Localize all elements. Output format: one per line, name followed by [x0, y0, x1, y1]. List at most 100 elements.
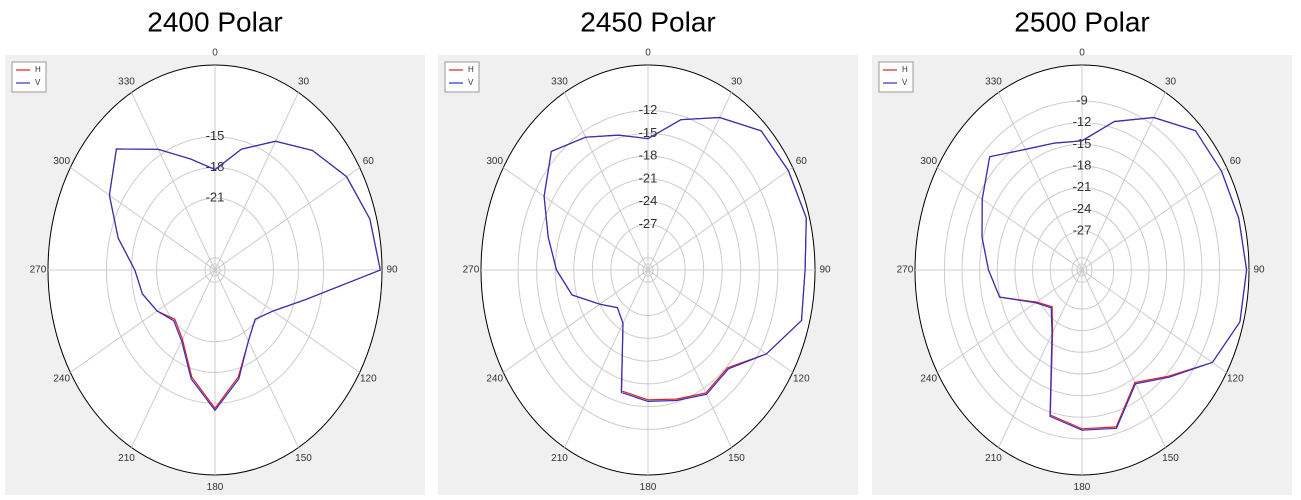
- ring: [961, 122, 1203, 418]
- center-ring: [1071, 257, 1093, 283]
- angle-label: 90: [1253, 265, 1265, 276]
- ring: [517, 110, 779, 430]
- r-tick-label: -21: [639, 170, 658, 185]
- spoke: [1081, 92, 1166, 271]
- ring: [573, 178, 723, 362]
- legend-label: H: [902, 65, 908, 74]
- r-tick-label: -9: [1076, 93, 1088, 108]
- spoke: [1081, 167, 1227, 271]
- spoke: [503, 167, 649, 271]
- spoke: [998, 92, 1083, 271]
- ring: [1049, 230, 1115, 310]
- angle-label: 120: [1227, 373, 1244, 384]
- r-tick-label: -27: [1073, 222, 1092, 237]
- legend-label: H: [468, 65, 474, 74]
- center-ring: [637, 257, 659, 283]
- r-tick-label: -24: [1073, 201, 1092, 216]
- angle-label: 30: [1165, 76, 1177, 87]
- chart-title: 2400 Polar: [147, 6, 282, 37]
- ring: [131, 167, 299, 373]
- ring: [610, 223, 686, 317]
- angle-label: 90: [386, 265, 398, 276]
- spoke: [564, 269, 649, 448]
- spoke: [937, 269, 1083, 373]
- angle-label: 180: [207, 482, 224, 493]
- spoke: [564, 92, 649, 271]
- angle-label: 240: [920, 373, 937, 384]
- spoke: [503, 269, 649, 373]
- ring: [156, 197, 274, 343]
- angle-label: 270: [897, 265, 914, 276]
- spoke: [1081, 269, 1166, 448]
- r-tick-label: -21: [206, 190, 225, 205]
- ring: [1032, 208, 1132, 332]
- angle-label: 150: [1162, 453, 1179, 464]
- series-line: [981, 116, 1248, 431]
- ring: [943, 100, 1221, 440]
- legend-label: V: [468, 78, 474, 87]
- angle-label: 150: [728, 453, 745, 464]
- legend-box: [444, 61, 480, 93]
- angle-label: 60: [796, 156, 808, 167]
- angle-label: 210: [985, 453, 1002, 464]
- r-tick-label: -12: [1073, 114, 1092, 129]
- ring: [979, 143, 1185, 397]
- center-ring: [204, 257, 226, 283]
- angle-label: 60: [1230, 156, 1242, 167]
- angle-label: 210: [551, 453, 568, 464]
- angle-label: 330: [985, 76, 1002, 87]
- r-tick-label: -18: [639, 148, 658, 163]
- angle-label: 240: [53, 373, 70, 384]
- spoke: [647, 269, 793, 373]
- legend-label: V: [902, 78, 908, 87]
- center-ring: [1076, 263, 1088, 277]
- angle-label: 330: [118, 76, 135, 87]
- angle-label: 300: [53, 156, 70, 167]
- angle-label: 300: [486, 156, 503, 167]
- angle-label: 0: [645, 47, 651, 58]
- ring: [554, 155, 742, 385]
- angle-label: 180: [640, 482, 657, 493]
- angle-label: 90: [819, 265, 831, 276]
- legend-box: [11, 61, 47, 93]
- spoke: [937, 167, 1083, 271]
- chart-title: 2500 Polar: [1014, 6, 1149, 37]
- r-tick-label: -15: [1073, 136, 1092, 151]
- angle-label: 120: [360, 373, 377, 384]
- r-tick-label: -21: [1073, 179, 1092, 194]
- ring: [1014, 187, 1150, 353]
- angle-label: 270: [30, 265, 47, 276]
- spoke: [1081, 269, 1227, 373]
- angle-label: 270: [463, 265, 480, 276]
- angle-label: 120: [793, 373, 810, 384]
- r-tick-label: -15: [206, 128, 225, 143]
- angle-label: 0: [212, 47, 218, 58]
- angle-label: 30: [731, 76, 743, 87]
- spoke: [647, 167, 793, 271]
- series-line: [108, 140, 381, 412]
- angle-label: 210: [118, 453, 135, 464]
- ring: [591, 201, 705, 339]
- center-ring: [642, 263, 654, 277]
- spoke: [998, 269, 1083, 448]
- r-tick-label: -27: [639, 216, 658, 231]
- angle-label: 30: [298, 76, 310, 87]
- r-tick-label: -24: [639, 193, 658, 208]
- legend-box: [878, 61, 914, 93]
- spoke: [647, 269, 732, 448]
- r-tick-label: -18: [206, 159, 225, 174]
- center-ring: [209, 263, 221, 277]
- chart-title: 2450 Polar: [580, 6, 715, 37]
- angle-label: 60: [363, 156, 375, 167]
- r-tick-label: -12: [639, 102, 658, 117]
- angle-label: 180: [1074, 482, 1091, 493]
- angle-label: 240: [486, 373, 503, 384]
- legend-label: V: [35, 78, 41, 87]
- ring: [105, 136, 325, 404]
- series-line: [543, 116, 807, 403]
- spoke: [647, 92, 732, 271]
- legend-label: H: [35, 65, 41, 74]
- angle-label: 300: [920, 156, 937, 167]
- angle-label: 150: [295, 453, 312, 464]
